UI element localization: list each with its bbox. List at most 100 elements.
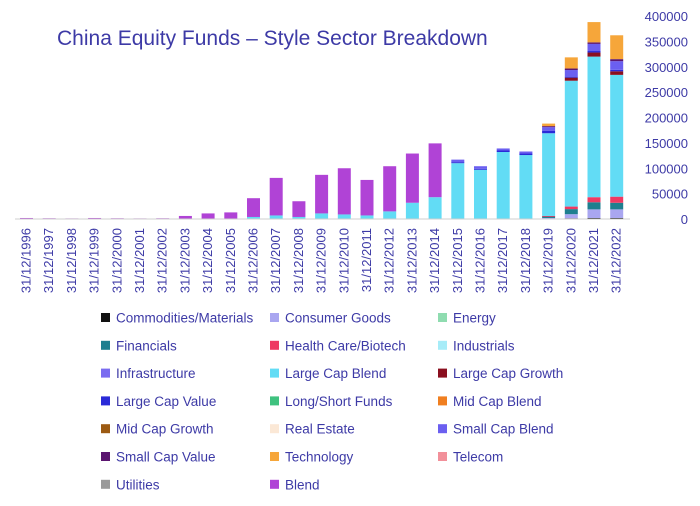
bar-large-cap-value-2022 (610, 69, 624, 72)
x-tick-label: 31/12/2016 (473, 228, 488, 293)
bar-small-cap-blend-2015 (451, 159, 465, 163)
bar-blend-2011 (360, 179, 374, 216)
y-tick-label: 250000 (645, 85, 688, 100)
bar-blend-2008 (292, 201, 306, 217)
bar-small-cap-value-2022 (610, 59, 624, 62)
x-tick-label: 31/12/2005 (223, 228, 238, 293)
legend-label-consumer-goods: Consumer Goods (285, 311, 391, 326)
bar-large-cap-blend-2022 (610, 74, 624, 197)
bar-large-cap-blend-2007 (269, 215, 283, 219)
x-tick-label: 31/12/2020 (563, 228, 578, 293)
bar-large-cap-blend-2009 (315, 213, 329, 219)
bar-large-cap-blend-2019 (542, 133, 556, 216)
x-tick-label: 31/12/2002 (155, 228, 170, 293)
bar-financials-2019 (542, 216, 556, 218)
legend-label-large-cap-blend: Large Cap Blend (285, 366, 386, 381)
bar-large-cap-blend-2006 (247, 216, 260, 219)
x-tick-label: 31/12/2019 (541, 228, 556, 293)
y-axis: 0 50000 100000 150000 200000 250000 300000 3500… (645, 9, 688, 227)
bar-large-cap-value-2021 (587, 51, 601, 53)
bar-consumer-goods-2021 (587, 209, 601, 218)
bar-blend-2009 (315, 174, 329, 214)
bar-large-cap-blend-2011 (360, 215, 374, 219)
legend-swatch-industrials (438, 340, 447, 350)
bar-commodities-materials-2021 (587, 217, 601, 219)
x-tick-label: 31/12/2000 (109, 228, 124, 293)
legend-swatch-blend (270, 479, 279, 489)
bar-blend-2010 (337, 168, 351, 215)
bar-large-cap-value-2015 (451, 162, 465, 164)
bar-health-care-biotech-2019 (542, 215, 556, 217)
y-tick-label: 100000 (645, 161, 688, 176)
x-tick-label: 31/12/2011 (359, 228, 374, 292)
bar-large-cap-blend-2017 (496, 152, 510, 219)
bar-small-cap-blend-2021 (587, 43, 601, 52)
bar-large-cap-blend-2021 (587, 56, 601, 198)
y-tick-label: 150000 (645, 136, 688, 151)
x-axis: 31/12/1996 31/12/1997 31/12/1998 31/12/1999… (19, 228, 624, 293)
bar-large-cap-blend-2013 (405, 202, 419, 219)
x-tick-label: 31/12/2022 (609, 228, 624, 293)
x-tick-label: 31/12/1997 (41, 228, 56, 293)
bar-health-care-biotech-2020 (564, 206, 578, 210)
bar-small-cap-value-2021 (587, 42, 601, 44)
legend-swatch-long-short-funds (270, 396, 279, 406)
bar-technology-2020 (564, 57, 578, 69)
legend-label-telecom: Telecom (453, 450, 503, 465)
bar-small-cap-blend-2022 (610, 61, 624, 70)
legend-label-financials: Financials (116, 338, 177, 353)
legend-swatch-mid-cap-growth (101, 424, 110, 434)
legend-label-mid-cap-growth: Mid Cap Growth (116, 422, 214, 437)
bar-small-cap-blend-2017 (496, 148, 510, 151)
bar-financials-2021 (587, 202, 601, 210)
bar-consumer-goods-2019 (542, 217, 556, 219)
bar-consumer-goods-2022 (610, 209, 624, 218)
legend-label-utilities: Utilities (116, 477, 160, 492)
y-tick-label: 400000 (645, 9, 688, 24)
chart-title: China Equity Funds – Style Sector Breakd… (57, 27, 488, 50)
x-tick-label: 31/12/2021 (586, 228, 601, 293)
bar-large-cap-value-2018 (519, 153, 533, 156)
legend-label-technology: Technology (285, 450, 354, 465)
bar-small-cap-blend-2018 (519, 151, 533, 154)
bar-small-cap-blend-2016 (474, 166, 487, 169)
bar-large-cap-value-2019 (542, 130, 556, 134)
bar-large-cap-growth-2022 (610, 71, 624, 75)
x-tick-label: 31/12/2006 (246, 228, 261, 293)
legend-swatch-consumer-goods (270, 313, 279, 322)
legend-label-health-care-biotech: Health Care/Biotech (285, 338, 406, 353)
x-tick-label: 31/12/2008 (291, 228, 306, 293)
bar-large-cap-blend-2016 (474, 169, 487, 219)
x-tick-label: 31/12/2014 (427, 228, 442, 293)
legend-swatch-energy (438, 313, 447, 322)
legend-swatch-large-cap-value (101, 396, 110, 406)
x-tick-label: 31/12/1998 (64, 228, 79, 293)
legend-label-industrials: Industrials (453, 338, 515, 353)
bar-small-cap-blend-2019 (542, 127, 556, 131)
legend-swatch-infrastructure (101, 368, 110, 378)
legend-label-small-cap-value: Small Cap Value (116, 450, 216, 465)
legend-label-real-estate: Real Estate (285, 422, 355, 437)
bar-large-cap-blend-2018 (519, 155, 533, 219)
bars (20, 22, 624, 220)
legend-label-large-cap-value: Large Cap Value (116, 394, 216, 409)
x-tick-label: 31/12/2018 (518, 228, 533, 293)
legend-swatch-telecom (438, 452, 447, 461)
legend-swatch-real-estate (270, 424, 279, 434)
bar-blend-2013 (405, 153, 419, 203)
y-tick-label: 200000 (645, 111, 688, 126)
legend-swatch-large-cap-blend (270, 368, 279, 378)
legend-swatch-small-cap-value (101, 452, 110, 461)
legend-swatch-utilities (101, 479, 110, 489)
legend-label-small-cap-blend: Small Cap Blend (453, 422, 554, 437)
x-tick-label: 31/12/1996 (19, 228, 34, 293)
bar-blend-2007 (269, 177, 283, 216)
x-tick-label: 31/12/2013 (404, 228, 419, 293)
legend-label-infrastructure: Infrastructure (116, 366, 196, 381)
bar-technology-2022 (610, 35, 624, 60)
x-tick-label: 31/12/2001 (132, 228, 147, 293)
bar-blend-2003 (178, 215, 192, 219)
bar-technology-2019 (542, 123, 556, 127)
bar-small-cap-blend-2020 (564, 70, 578, 77)
y-tick-label: 300000 (645, 60, 688, 75)
